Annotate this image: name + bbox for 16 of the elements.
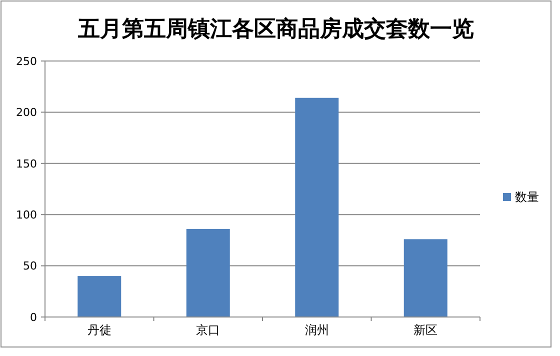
y-tick-label: 250 — [16, 54, 37, 68]
x-tick-label: 丹徒 — [87, 323, 112, 337]
y-tick-label: 0 — [30, 310, 37, 324]
bar — [404, 239, 448, 317]
y-tick-label: 150 — [16, 157, 37, 170]
y-tick-label: 100 — [16, 208, 37, 222]
bar — [295, 98, 339, 317]
y-tick-label: 200 — [16, 106, 37, 120]
chart-title: 五月第五周镇江各区商品房成交套数一览 — [77, 16, 474, 42]
bar — [78, 276, 122, 317]
y-tick-label: 50 — [23, 260, 37, 273]
legend-label: 数量 — [515, 190, 539, 204]
bar — [186, 228, 230, 317]
x-tick-label: 京口 — [196, 323, 220, 337]
x-tick-label: 润州 — [304, 323, 329, 337]
x-tick-label: 新区 — [414, 323, 438, 337]
